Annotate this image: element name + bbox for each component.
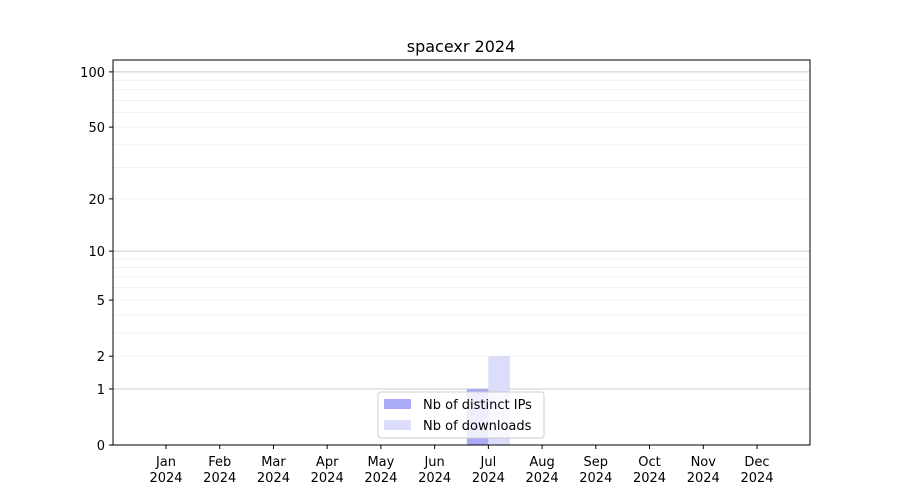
y-tick-label: 1 <box>97 383 105 398</box>
legend-label: Nb of distinct IPs <box>423 398 532 413</box>
x-tick-label: Nov 2024 <box>687 455 720 486</box>
legend-swatch <box>384 420 411 430</box>
plot-frame <box>112 59 811 446</box>
y-tick-label: 20 <box>88 193 105 208</box>
x-tick-label: Aug 2024 <box>526 455 559 486</box>
x-tick-label: Jan 2024 <box>149 455 182 486</box>
legend-swatch <box>384 399 411 409</box>
y-tick-label: 5 <box>97 294 105 309</box>
x-axis: Jan 2024 Feb 2024 Mar 2024 Apr 2024 May 2024 Jun 20… <box>149 445 774 486</box>
legend-box <box>377 391 545 439</box>
y-tick-label: 0 <box>97 439 105 454</box>
x-tick-label: May 2024 <box>364 455 397 486</box>
y-tick-label: 100 <box>80 66 105 81</box>
y-axis: 0 1 2 5 10 20 50 100 <box>80 66 113 454</box>
chart-title: spacexr 2024 <box>407 37 516 56</box>
x-tick-label: Oct 2024 <box>633 455 666 486</box>
x-tick-label: Jul 2024 <box>472 455 505 486</box>
legend: Nb of distinct IPs Nb of downloads <box>377 391 545 439</box>
x-tick-label: Feb 2024 <box>203 455 236 486</box>
x-tick-label: Apr 2024 <box>311 455 344 486</box>
x-tick-label: Mar 2024 <box>257 455 290 486</box>
y-tick-label: 10 <box>88 245 105 260</box>
x-tick-label: Jun 2024 <box>418 455 451 486</box>
x-tick-label: Dec 2024 <box>740 455 773 486</box>
y-tick-label: 50 <box>88 121 105 136</box>
x-tick-label: Sep 2024 <box>579 455 612 486</box>
y-tick-label: 2 <box>97 350 105 365</box>
grid <box>113 71 810 390</box>
legend-label: Nb of downloads <box>423 419 532 434</box>
